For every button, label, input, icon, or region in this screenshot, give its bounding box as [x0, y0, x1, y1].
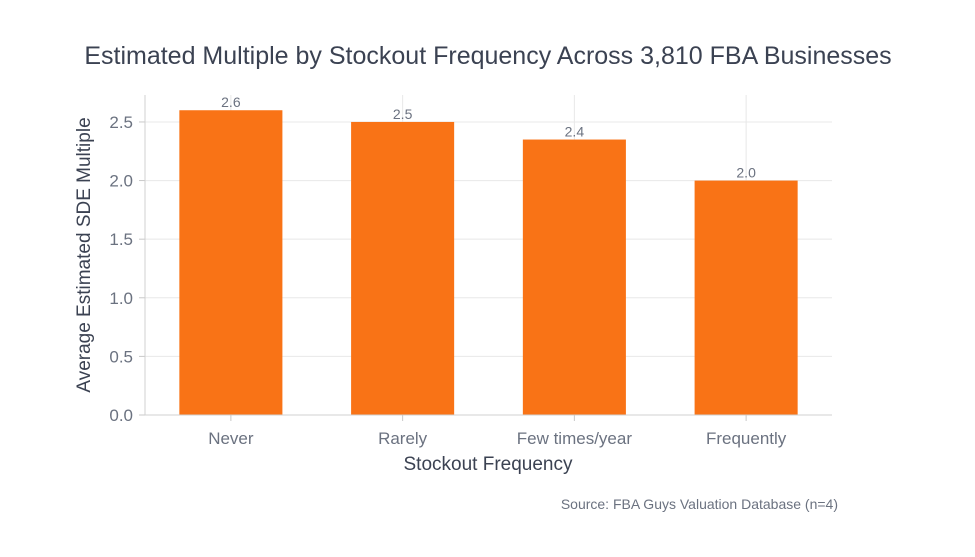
bar-value-label: 2.4 [565, 124, 585, 140]
x-tick-label: Few times/year [517, 429, 633, 448]
x-tick-label: Never [208, 429, 254, 448]
y-tick-label: 2.5 [109, 113, 133, 132]
bar-value-label: 2.6 [221, 94, 241, 110]
bar [179, 110, 283, 415]
x-tick-label: Rarely [378, 429, 428, 448]
bars: 2.6 2.5 2.4 2.0 [179, 94, 798, 416]
bar [694, 180, 798, 415]
chart-title: Estimated Multiple by Stockout Frequency… [84, 42, 891, 70]
bar [351, 121, 455, 415]
y-tick-label: 1.0 [109, 289, 133, 308]
source-note: Source: FBA Guys Valuation Database (n=4… [561, 496, 838, 512]
axes: 0.0 0.5 1.0 1.5 2.0 2.5 Never Rarely Few times/y… [109, 95, 832, 448]
bar-value-label: 2.0 [736, 165, 756, 181]
y-tick-label: 0.5 [109, 347, 133, 366]
y-tick-label: 1.5 [109, 230, 133, 249]
y-tick-label: 2.0 [109, 172, 133, 191]
y-axis-title: Average Estimated SDE Multiple [74, 117, 95, 392]
bar-value-label: 2.5 [393, 106, 413, 122]
x-tick-label: Frequently [706, 429, 787, 448]
y-tick-label: 0.0 [109, 406, 133, 425]
bar [522, 139, 626, 416]
x-axis-title: Stockout Frequency [404, 454, 573, 475]
